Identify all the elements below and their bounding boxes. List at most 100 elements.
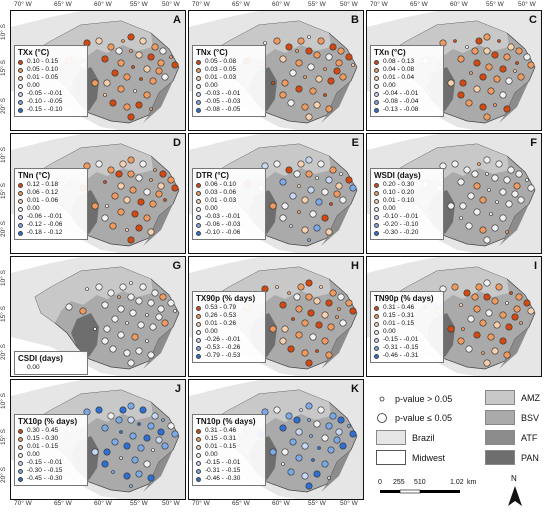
lon-tick-label: 55° W xyxy=(308,1,326,8)
map-panel-g: G CSDI (days) 0.00 xyxy=(10,256,186,377)
panel-letter: F xyxy=(530,137,537,149)
legend-dot-icon xyxy=(196,198,201,204)
legend-row: -0.15 - -0.01 xyxy=(196,459,262,467)
legend-range: -0.03 - -0.01 xyxy=(205,213,241,220)
legend-row: 0.31 - 0.46 xyxy=(374,304,440,312)
legend-range: 0.31 - 0.46 xyxy=(383,304,415,311)
panel-legend: TXx (°C) 0.10 - 0.15 0.05 - 0.10 0.01 - 0.0… xyxy=(14,45,88,117)
legend-row: 0.01 - 0.03 xyxy=(196,74,262,82)
legend-range: 0.01 - 0.03 xyxy=(205,197,237,204)
panel-legend: TNx (°C) 0.05 - 0.08 0.03 - 0.05 0.01 - 0.0… xyxy=(192,45,266,117)
legend-range: 0.06 - 0.10 xyxy=(205,181,237,188)
legend-range: -0.13 - -0.08 xyxy=(383,106,419,113)
lat-tick-label: 15° S xyxy=(0,60,7,76)
legend-range: -0.15 - -0.01 xyxy=(205,459,241,466)
lon-tick-label: 65° W xyxy=(410,1,428,8)
lon-tick-label: 65° W xyxy=(54,500,72,507)
legend-row: -0.12 - -0.06 xyxy=(18,221,84,229)
legend-row: -0.15 - -0.01 xyxy=(374,336,440,344)
legend-range: 0.00 xyxy=(27,451,40,458)
legend-dot-icon xyxy=(18,230,23,236)
legend-dot-icon xyxy=(374,99,379,105)
map-panel-b: B TNx (°C) 0.05 - 0.08 0.03 - 0.05 0.01 - 0.… xyxy=(188,10,364,131)
legend-dot-icon xyxy=(196,329,201,335)
legend-range: -0.30 - -0.15 xyxy=(27,467,63,474)
legend-dot-icon xyxy=(374,345,379,351)
legend-range: 0.01 - 0.15 xyxy=(205,443,237,450)
legend-dot-icon xyxy=(374,83,379,89)
legend-range: 0.01 - 0.26 xyxy=(205,320,237,327)
legend-row: -0.20 - -0.10 xyxy=(374,221,440,229)
panel-legend: DTR (°C) 0.06 - 0.10 0.03 - 0.06 0.01 - 0.0… xyxy=(192,168,266,240)
legend-row: 0.00 xyxy=(374,205,440,213)
panel-letter: E xyxy=(351,137,359,149)
legend-range: 0.15 - 0.31 xyxy=(205,435,237,442)
legend-row: 0.00 xyxy=(18,364,84,372)
legend-range: -0.18 - -0.12 xyxy=(27,229,63,236)
legend-dot-icon xyxy=(196,444,201,450)
legend-range: 0.01 - 0.10 xyxy=(383,197,415,204)
legend-dot-icon xyxy=(18,468,23,474)
north-label: N xyxy=(511,474,517,483)
legend-range: -0.06 - -0.01 xyxy=(27,213,63,220)
lon-tick-label: 70° W xyxy=(192,500,210,507)
lat-tick-label: 20° S xyxy=(0,344,7,360)
legend-range: 0.30 - 0.45 xyxy=(27,427,59,434)
panel-letter: J xyxy=(174,383,181,395)
legend-dot-icon xyxy=(374,190,379,196)
legend-dot-icon xyxy=(196,230,201,236)
legend-row: 0.01 - 0.04 xyxy=(374,74,440,82)
midwest-label: Midwest xyxy=(412,453,446,463)
legend-row: 0.31 - 0.46 xyxy=(196,427,262,435)
legend-title: DTR (°C) xyxy=(196,171,229,180)
legend-range: -0.46 - -0.30 xyxy=(205,475,241,482)
legend-row: 0.00 xyxy=(374,82,440,90)
panel-legend: TX90p (% days) 0.53 - 0.79 0.26 - 0.53 0.01… xyxy=(192,291,266,363)
lon-tick-label: 60° W xyxy=(94,1,112,8)
lon-tick-label: 50° W xyxy=(162,500,180,507)
legend-dot-icon xyxy=(196,452,201,458)
legend-dot-icon xyxy=(374,230,379,236)
legend-row: -0.31 - -0.15 xyxy=(374,344,440,352)
lat-tick-label: 20° S xyxy=(0,467,7,483)
legend-dot-icon xyxy=(374,337,379,343)
legend-dot-icon xyxy=(196,182,201,188)
legend-range: -0.79 - -0.53 xyxy=(205,352,241,359)
lon-tick-label: 55° W xyxy=(130,1,148,8)
legend-row: -0.10 - -0.05 xyxy=(18,98,84,106)
legend-range: -0.15 - -0.01 xyxy=(383,336,419,343)
panel-legend: TX10p (% days) 0.30 - 0.45 0.15 - 0.30 0.01… xyxy=(14,414,88,486)
legend-dot-icon xyxy=(374,206,379,212)
lat-tick-label: 15° S xyxy=(0,183,7,199)
lon-tick-label: 55° W xyxy=(308,500,326,507)
legend-dot-icon xyxy=(196,206,201,212)
legend-row: -0.30 - -0.20 xyxy=(374,229,440,237)
legend-range: -0.12 - -0.06 xyxy=(27,221,63,228)
lon-tick-label: 65° W xyxy=(232,1,250,8)
panel-legend: TXn (°C) 0.08 - 0.13 0.04 - 0.08 0.01 - 0.0… xyxy=(370,45,444,117)
legend-dot-icon xyxy=(374,353,379,359)
legend-range: -0.15 - -0.10 xyxy=(27,106,63,113)
legend-row: -0.79 - -0.53 xyxy=(196,352,262,360)
lat-tick-label: 10° S xyxy=(0,270,7,286)
legend-dot-icon xyxy=(18,198,23,204)
legend-dot-icon xyxy=(374,198,379,204)
legend-row: 0.53 - 0.79 xyxy=(196,304,262,312)
legend-range: -0.31 - -0.15 xyxy=(383,344,419,351)
map-panel-e: E DTR (°C) 0.06 - 0.10 0.03 - 0.06 0.01 - 0.… xyxy=(188,133,364,254)
legend-range: -0.03 - -0.01 xyxy=(205,90,241,97)
legend-dot-icon xyxy=(196,214,201,220)
legend-row: 0.05 - 0.10 xyxy=(18,66,84,74)
legend-range: -0.31 - -0.15 xyxy=(205,467,241,474)
legend-dot-icon xyxy=(374,91,379,97)
legend-range: 0.03 - 0.06 xyxy=(205,189,237,196)
legend-row: 0.12 - 0.18 xyxy=(18,181,84,189)
lon-tick-label: 50° W xyxy=(162,1,180,8)
legend-dot-icon xyxy=(196,468,201,474)
pvalue-gt-label: p-value > 0.05 xyxy=(395,394,453,404)
legend-row: -0.10 - -0.01 xyxy=(374,213,440,221)
legend-range: 0.00 xyxy=(205,82,218,89)
legend-row: 0.03 - 0.06 xyxy=(196,189,262,197)
lon-tick-label: 70° W xyxy=(14,500,32,507)
panel-letter: C xyxy=(529,14,537,26)
